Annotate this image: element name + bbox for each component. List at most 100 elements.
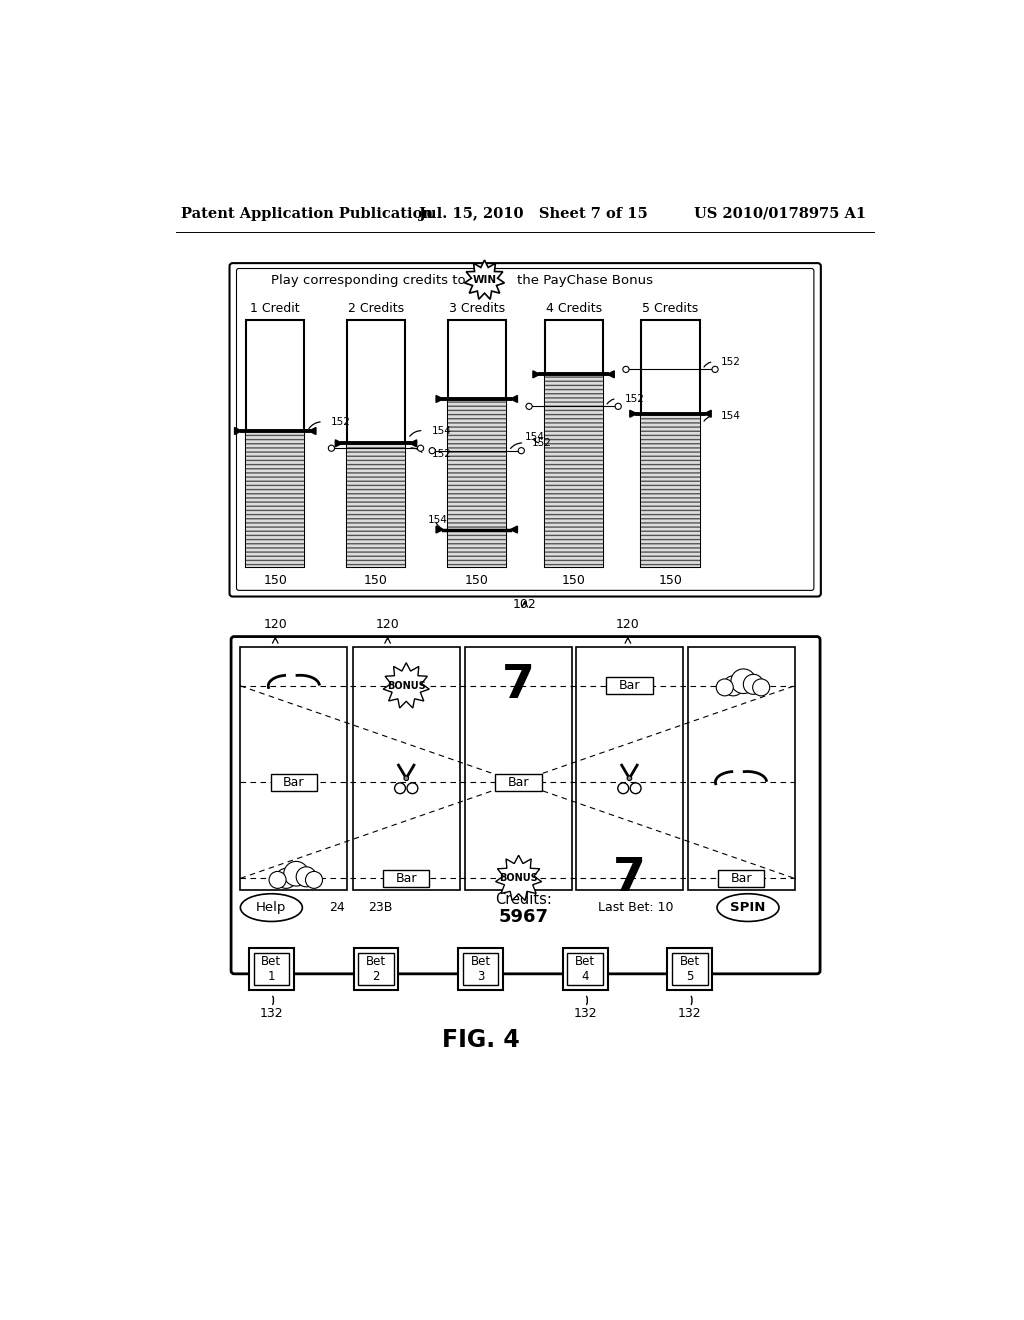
Text: Bar: Bar	[395, 871, 417, 884]
Polygon shape	[234, 428, 242, 434]
Text: 152: 152	[331, 417, 350, 426]
Bar	[241, 647, 347, 890]
Polygon shape	[436, 527, 443, 533]
Ellipse shape	[241, 894, 302, 921]
Bar	[383, 870, 429, 887]
Circle shape	[418, 445, 424, 451]
Text: the PayChase Bonus: the PayChase Bonus	[517, 273, 653, 286]
Text: 24: 24	[330, 902, 345, 915]
Text: FIG. 4: FIG. 4	[441, 1028, 519, 1052]
Text: Last Bet: 10: Last Bet: 10	[598, 902, 674, 915]
Text: 132: 132	[678, 1007, 701, 1019]
Text: 152: 152	[431, 449, 452, 459]
Text: 4 Credits: 4 Credits	[546, 302, 602, 315]
Bar	[606, 677, 652, 694]
Text: Bet
4: Bet 4	[575, 954, 595, 983]
Circle shape	[394, 783, 406, 793]
Text: 7: 7	[613, 855, 646, 900]
Polygon shape	[532, 371, 540, 378]
Text: 1 Credit: 1 Credit	[251, 302, 300, 315]
Text: Bar: Bar	[283, 776, 304, 788]
Bar	[575, 647, 683, 890]
Text: 120: 120	[263, 618, 287, 631]
Circle shape	[269, 871, 286, 888]
Circle shape	[518, 447, 524, 454]
Polygon shape	[383, 663, 429, 708]
Circle shape	[716, 678, 733, 696]
Text: 150: 150	[658, 574, 682, 587]
Text: BONUS: BONUS	[387, 681, 426, 690]
Circle shape	[284, 862, 308, 886]
Bar	[641, 413, 699, 566]
Text: 152: 152	[721, 356, 741, 367]
Bar	[668, 948, 713, 990]
Polygon shape	[465, 260, 505, 300]
Text: 3 Credits: 3 Credits	[449, 302, 505, 315]
Bar	[270, 774, 317, 791]
Text: 154: 154	[431, 425, 452, 436]
Circle shape	[617, 783, 629, 793]
Polygon shape	[607, 371, 614, 378]
Text: 120: 120	[616, 618, 640, 631]
Text: 5 Credits: 5 Credits	[642, 302, 698, 315]
Text: Bar: Bar	[730, 871, 752, 884]
Circle shape	[296, 867, 316, 887]
Bar	[567, 953, 603, 985]
Bar	[249, 948, 294, 990]
Text: 120: 120	[376, 618, 399, 631]
Polygon shape	[496, 855, 542, 900]
Text: 23B: 23B	[368, 902, 392, 915]
Text: 154: 154	[721, 411, 741, 421]
Circle shape	[305, 871, 323, 888]
Text: 150: 150	[562, 574, 586, 587]
Circle shape	[743, 675, 764, 694]
Circle shape	[753, 678, 770, 696]
Bar	[496, 774, 542, 791]
Text: 5967: 5967	[499, 908, 548, 925]
Polygon shape	[335, 440, 342, 446]
Text: Credits:: Credits:	[495, 892, 552, 907]
Circle shape	[615, 404, 622, 409]
Circle shape	[627, 776, 632, 780]
Bar	[353, 948, 398, 990]
Text: Bet
5: Bet 5	[680, 954, 700, 983]
Text: 154: 154	[428, 515, 447, 525]
Text: 132: 132	[573, 1007, 597, 1019]
Text: 154: 154	[524, 432, 545, 442]
Circle shape	[723, 676, 743, 696]
Polygon shape	[436, 396, 443, 403]
Ellipse shape	[717, 894, 779, 921]
Text: Patent Application Publication: Patent Application Publication	[180, 207, 433, 220]
Bar	[641, 321, 699, 566]
Text: 150: 150	[465, 574, 488, 587]
Text: US 2010/0178975 A1: US 2010/0178975 A1	[693, 207, 866, 220]
Circle shape	[630, 783, 641, 793]
Bar	[545, 375, 603, 566]
Text: BONUS: BONUS	[500, 874, 538, 883]
Circle shape	[403, 776, 409, 780]
Text: 152: 152	[625, 393, 644, 404]
Text: Jul. 15, 2010   Sheet 7 of 15: Jul. 15, 2010 Sheet 7 of 15	[419, 207, 647, 220]
Text: Bet
3: Bet 3	[471, 954, 490, 983]
Bar	[687, 647, 795, 890]
Bar	[465, 647, 572, 890]
Text: Bet
2: Bet 2	[366, 954, 386, 983]
Bar	[718, 870, 764, 887]
Polygon shape	[705, 411, 712, 417]
Text: 152: 152	[532, 438, 552, 447]
Text: Bet
1: Bet 1	[261, 954, 282, 983]
Bar	[246, 430, 304, 566]
Circle shape	[276, 869, 296, 888]
Text: Bar: Bar	[508, 776, 529, 788]
Text: 150: 150	[365, 574, 388, 587]
Polygon shape	[510, 396, 517, 403]
Bar	[347, 321, 406, 566]
Bar	[352, 647, 460, 890]
Polygon shape	[309, 428, 316, 434]
Circle shape	[329, 445, 335, 451]
Circle shape	[526, 404, 532, 409]
Bar	[463, 953, 499, 985]
Bar	[447, 321, 506, 566]
Bar	[458, 948, 503, 990]
Bar	[347, 444, 406, 566]
